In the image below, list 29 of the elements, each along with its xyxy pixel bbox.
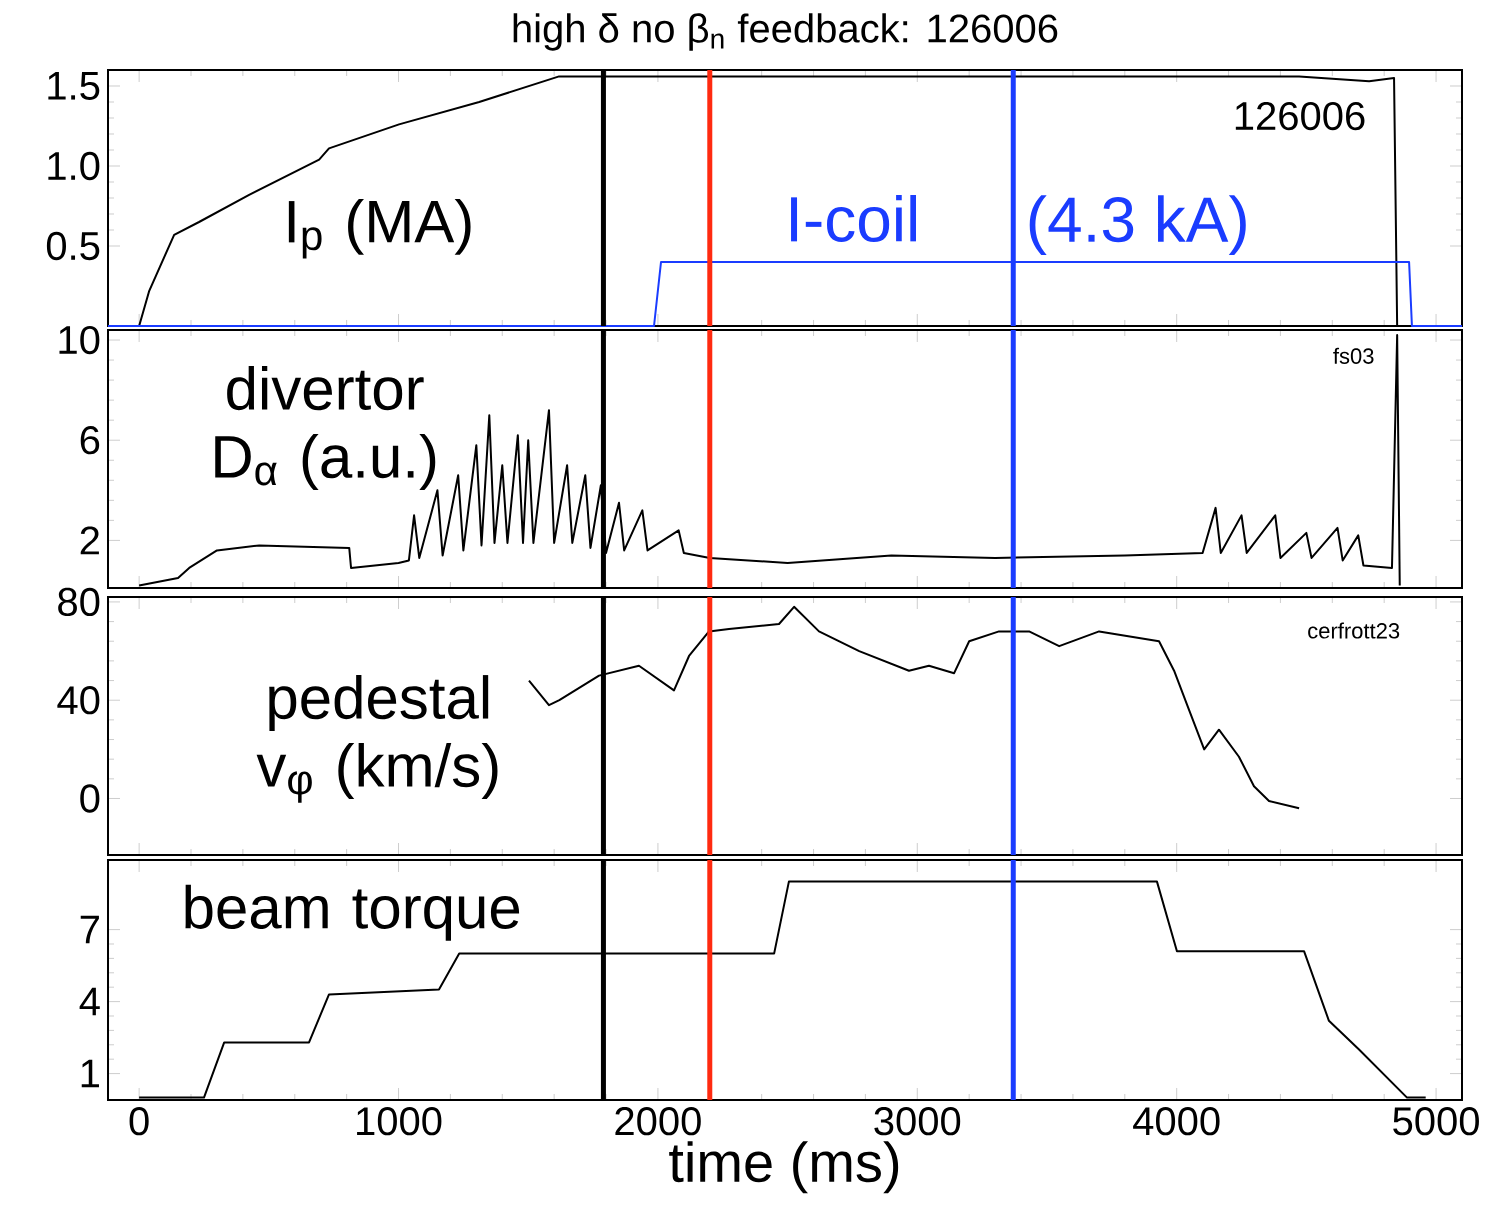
x-tick-label: 2000: [615, 1107, 701, 1136]
y-tick-label: 1.5: [48, 72, 100, 100]
y-axis-title: pedestal v$_{φ}$ (km/s): [256, 675, 498, 803]
x-tick-label: 5000: [1393, 1107, 1479, 1136]
chart-title: high δ no β$_{n}$ feedback: 126006: [513, 13, 1058, 51]
y-tick-label: 2: [80, 526, 99, 555]
y-tick-label: 10: [59, 325, 100, 355]
x-tick-label: 4000: [1133, 1107, 1220, 1136]
series-label: I-coil: [791, 195, 916, 242]
annotation: (4.3 kA): [1029, 195, 1246, 255]
x-tick-label: 1000: [357, 1107, 442, 1136]
y-tick-label: 40: [57, 686, 100, 715]
y-tick-label: 6: [80, 426, 100, 455]
y-tick-label: 0.5: [46, 231, 100, 261]
annotation: fs03: [1333, 347, 1374, 364]
y-tick-label: 7: [80, 915, 99, 944]
annotation: cerfrott23: [1308, 622, 1400, 639]
y-tick-label: 80: [58, 587, 100, 617]
y-axis-title: beam torque: [185, 884, 520, 941]
x-tick-label: 0: [129, 1107, 149, 1136]
y-tick-label: 1.0: [48, 151, 100, 181]
x-tick-label: 3000: [874, 1107, 961, 1136]
y-tick-label: 1: [81, 1059, 99, 1088]
y-tick-label: 0: [80, 784, 100, 813]
y-tick-label: 4: [79, 987, 100, 1016]
x-axis-title: time (ms): [669, 1141, 899, 1194]
y-axis-title: divertor D$_{α}$ (a.u.): [215, 366, 436, 490]
y-axis-title: I$_{p}$ (MA): [288, 198, 471, 259]
annotation: 126006: [1235, 101, 1365, 131]
